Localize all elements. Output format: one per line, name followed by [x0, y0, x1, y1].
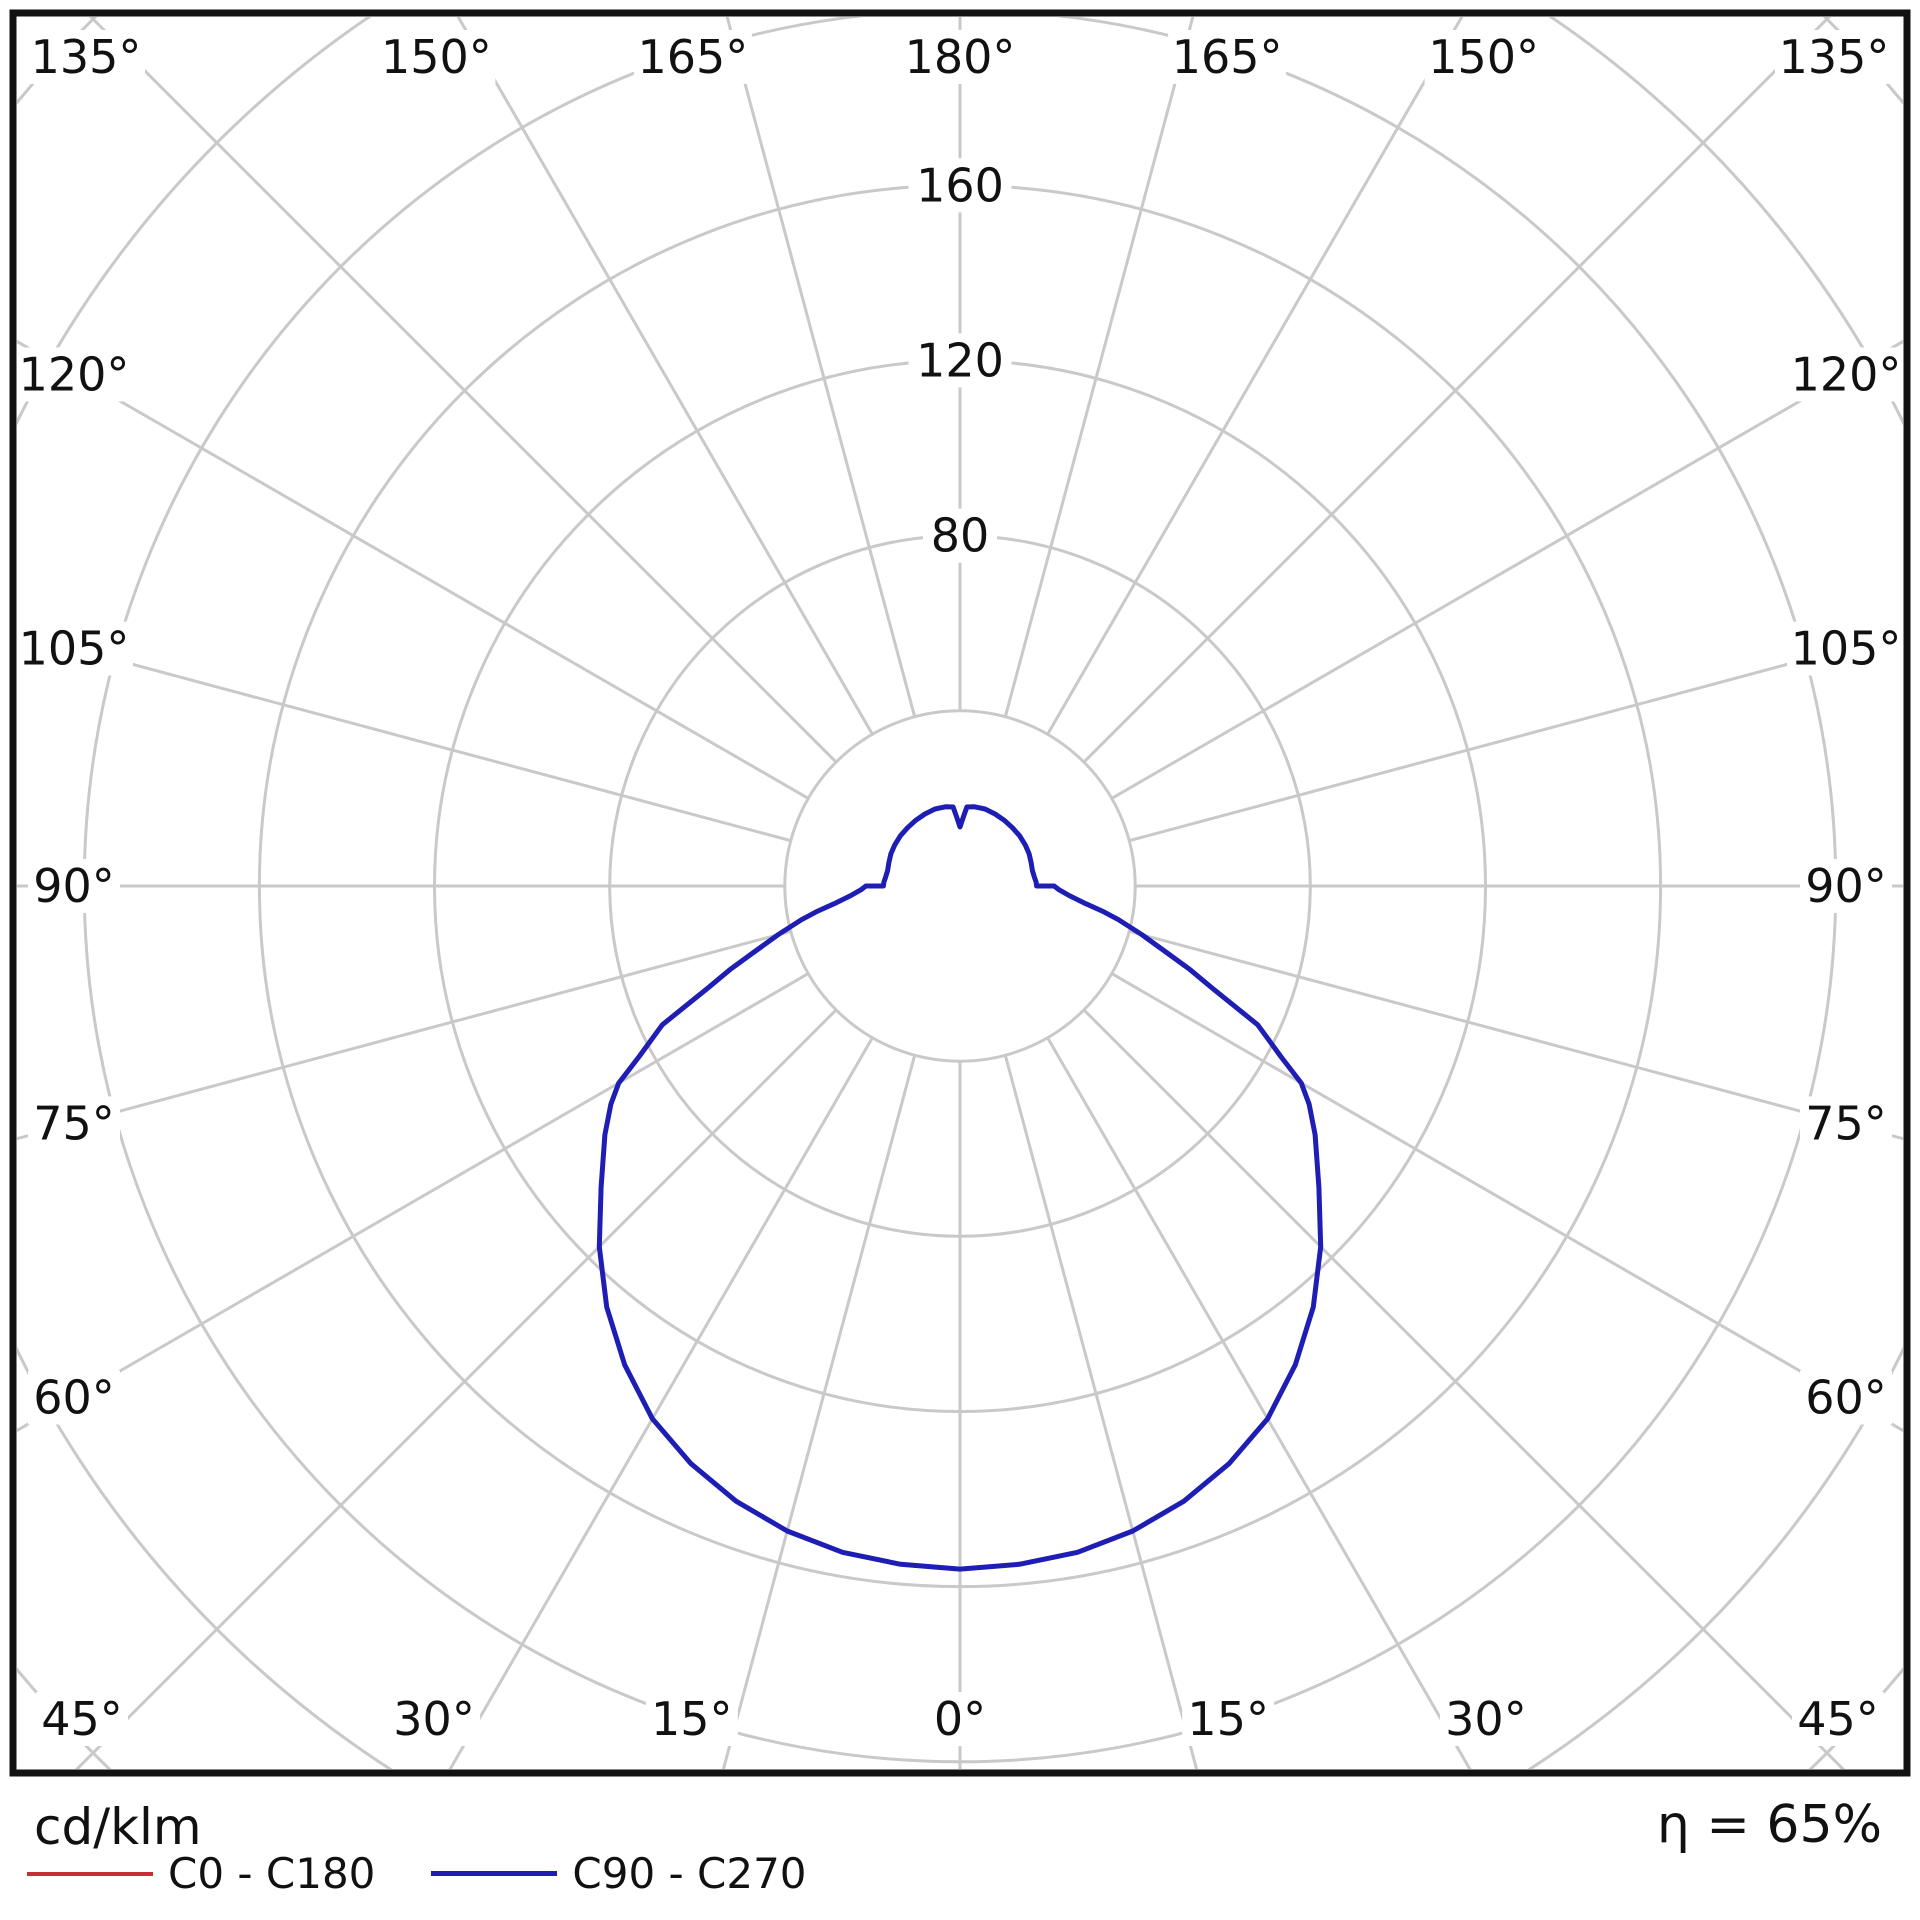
svg-text:105°: 105° — [19, 622, 130, 676]
units-label: cd/klm — [34, 1798, 202, 1856]
legend-swatch — [27, 1871, 153, 1876]
svg-text:160: 160 — [916, 158, 1004, 212]
svg-text:90°: 90° — [33, 859, 115, 913]
svg-text:90°: 90° — [1805, 859, 1887, 913]
legend-swatch — [431, 1871, 558, 1876]
svg-text:135°: 135° — [1779, 30, 1890, 84]
svg-text:150°: 150° — [1428, 30, 1539, 84]
svg-text:0°: 0° — [934, 1692, 986, 1746]
legend: C0 - C180 C90 - C270 — [27, 1849, 807, 1898]
svg-text:60°: 60° — [33, 1371, 115, 1425]
svg-text:30°: 30° — [1445, 1692, 1527, 1746]
efficiency-label: η = 65% — [1656, 1795, 1882, 1855]
svg-text:180°: 180° — [905, 30, 1016, 84]
svg-text:120: 120 — [916, 334, 1004, 388]
svg-text:15°: 15° — [651, 1692, 733, 1746]
svg-text:105°: 105° — [1791, 622, 1902, 676]
svg-text:165°: 165° — [1172, 30, 1283, 84]
svg-text:15°: 15° — [1187, 1692, 1269, 1746]
svg-text:75°: 75° — [1805, 1096, 1887, 1150]
legend-label: C0 - C180 — [168, 1849, 376, 1898]
svg-text:120°: 120° — [19, 347, 130, 401]
legend-item: C0 - C180 — [27, 1849, 375, 1898]
svg-text:45°: 45° — [1797, 1692, 1879, 1746]
svg-text:75°: 75° — [33, 1096, 115, 1150]
legend-item: C90 - C270 — [431, 1849, 807, 1898]
svg-text:150°: 150° — [381, 30, 492, 84]
svg-text:120°: 120° — [1791, 347, 1902, 401]
svg-text:30°: 30° — [393, 1692, 475, 1746]
svg-text:165°: 165° — [637, 30, 748, 84]
legend-label: C90 - C270 — [572, 1849, 807, 1898]
svg-text:60°: 60° — [1805, 1371, 1887, 1425]
svg-text:135°: 135° — [31, 30, 142, 84]
svg-text:80: 80 — [931, 509, 990, 563]
svg-text:45°: 45° — [41, 1692, 123, 1746]
